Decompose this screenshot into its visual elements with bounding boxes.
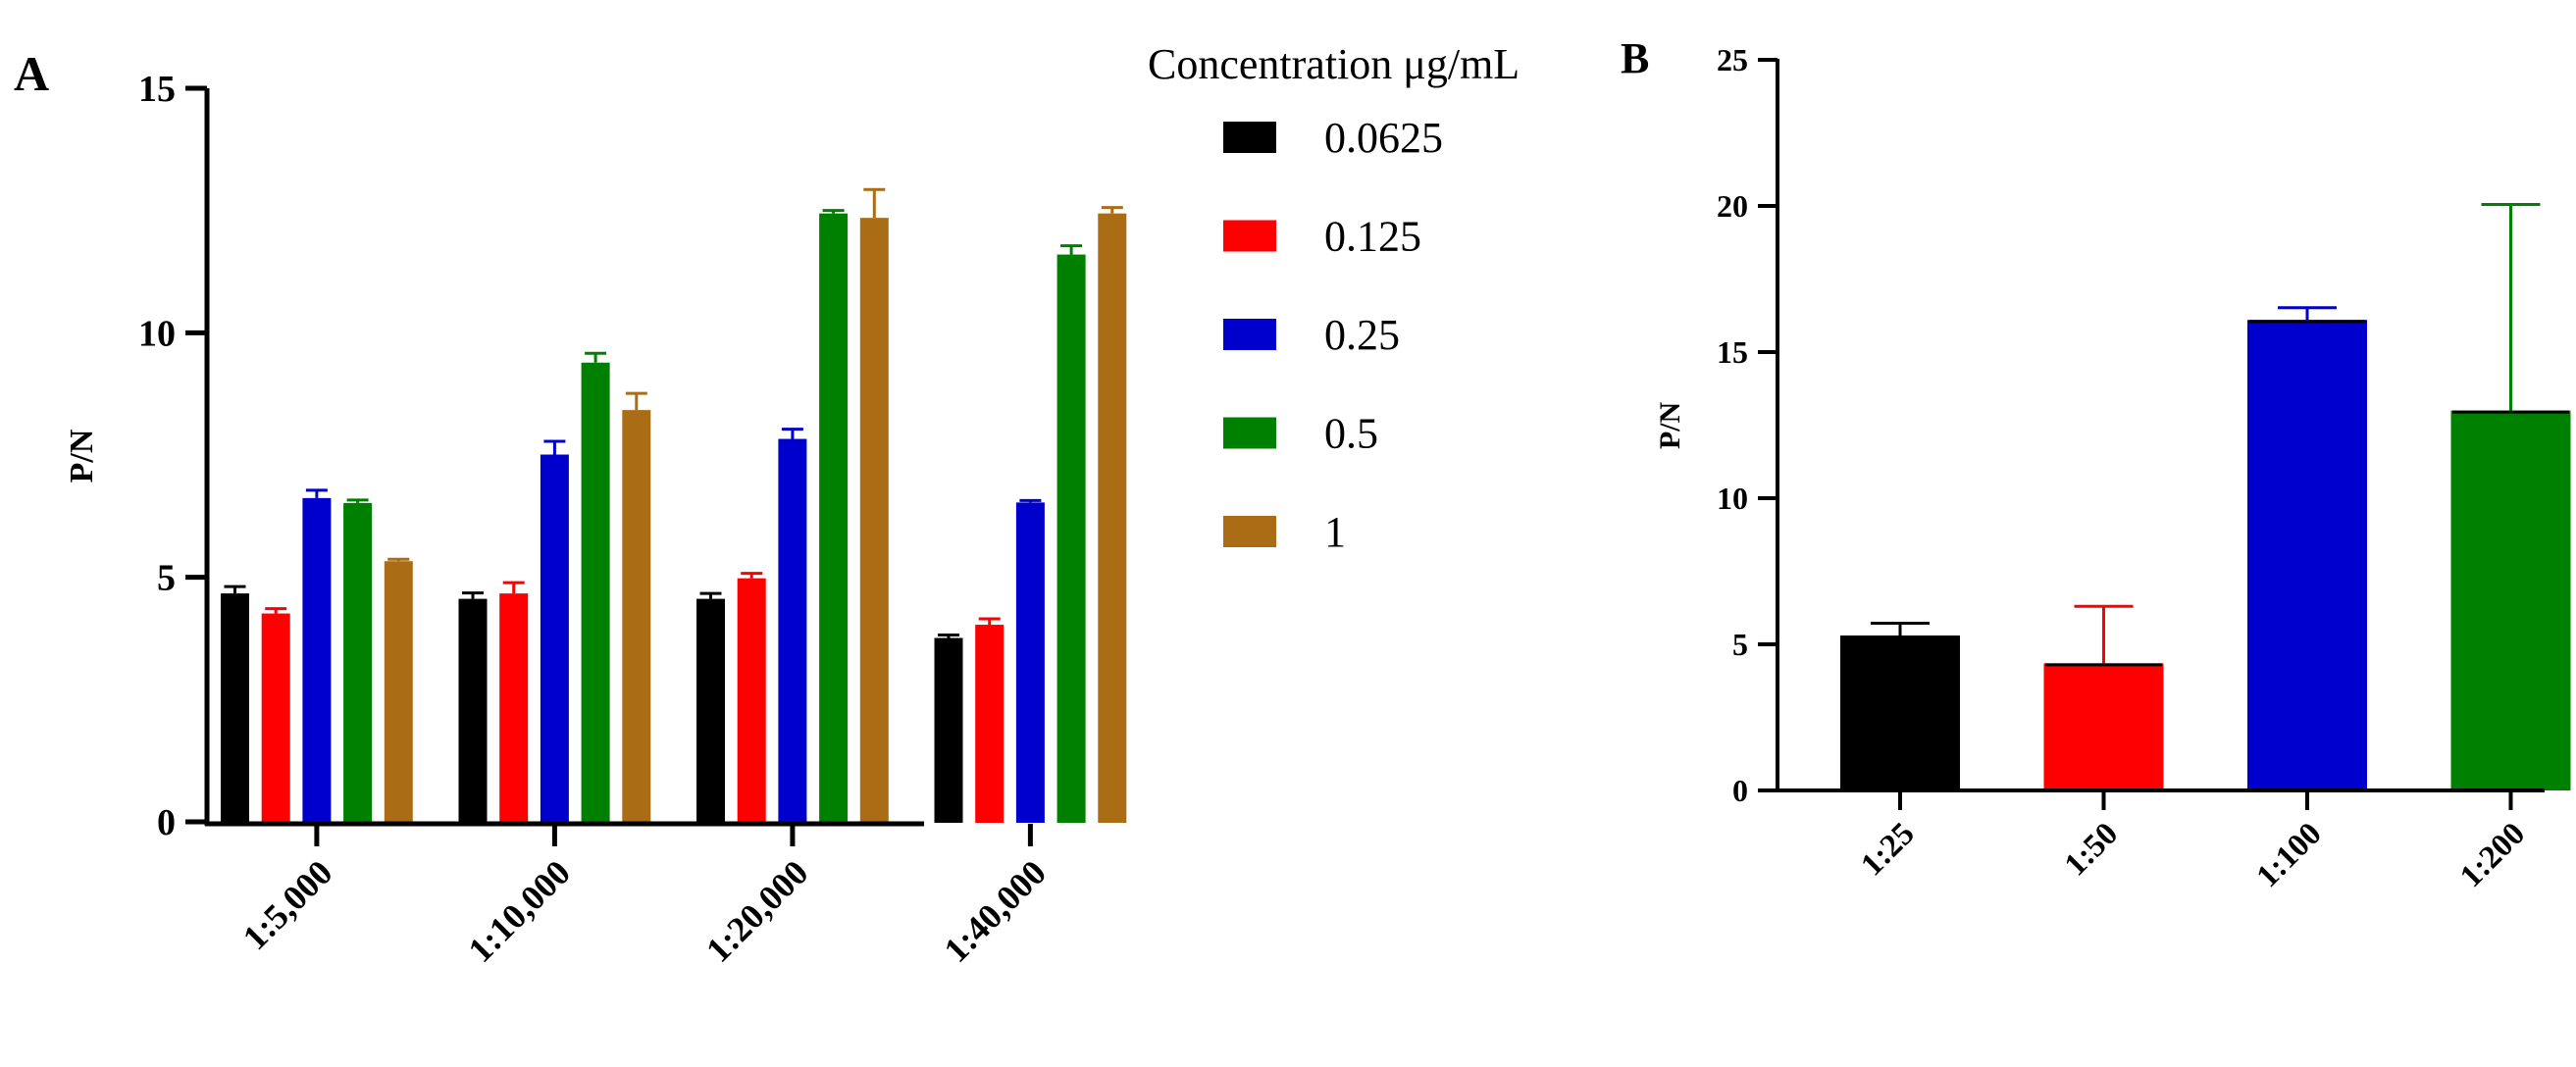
panel-b-y-ticks: 0 5 10 15 20 25 (1717, 42, 1777, 808)
legend-label: 1 (1324, 508, 1346, 556)
legend-swatch (1223, 516, 1276, 547)
panel-b-bar (1840, 635, 1960, 790)
panel-b-y-tick-label: 25 (1717, 42, 1748, 77)
legend-swatch (1223, 122, 1276, 153)
panel-a-bar (540, 454, 569, 823)
panel-a-x-tick-label: 1:5,000 (235, 852, 340, 957)
panel-a-bar (1015, 502, 1045, 823)
panel-b-bars (1840, 320, 2571, 790)
panel-a-bars (221, 213, 1127, 824)
panel-a-x-ticks: 1:5,000 1:10,000 1:20,000 1:40,000 (235, 824, 1054, 970)
panel-b-y-tick-label: 5 (1732, 627, 1748, 662)
panel-a-bar (343, 502, 373, 823)
panel-b-x-ticks: 1:25 1:50 1:100 1:200 (1854, 790, 2532, 894)
panel-a-bar (302, 497, 332, 823)
panel-a-bar (499, 593, 529, 823)
panel-a-error-bars (224, 187, 1123, 638)
panel-b-x-tick-label: 1:50 (2058, 816, 2125, 883)
panel-a-bar (261, 613, 290, 823)
legend-swatch (1223, 417, 1276, 449)
panel-a-bar (458, 598, 488, 823)
panel-a-bar (737, 578, 766, 823)
legend-label: 0.125 (1324, 213, 1421, 261)
panel-a-y-axis-label: P/N (64, 429, 100, 483)
panel-a-bar (778, 438, 807, 823)
panel-b-bar (2247, 320, 2367, 790)
panel-a-bar (1056, 254, 1086, 824)
panel-a-bar (581, 362, 610, 823)
legend-swatch (1223, 220, 1276, 252)
legend: Concentration μg/mL 0.0625 0.125 0.25 0.5 1 (1148, 40, 1520, 556)
panel-a-y-tick-label: 5 (157, 558, 176, 599)
panel-a-x-tick-label: 1:10,000 (461, 852, 579, 970)
panel-a-bar (975, 625, 1005, 823)
panel-b-y-axis-label: P/N (1654, 402, 1686, 450)
panel-b-bar (2043, 663, 2164, 790)
panel-b-bar (2450, 410, 2571, 790)
panel-a-y-ticks: 0 5 10 15 (138, 69, 207, 843)
panel-a-letter: A (14, 46, 49, 101)
panel-a-bar (934, 637, 963, 823)
panel-a-bar (696, 598, 725, 823)
panel-a-bar (384, 561, 413, 823)
panel-a-y-tick-label: 15 (138, 69, 176, 110)
panel-b-x-tick-label: 1:200 (2453, 816, 2532, 894)
panel-a-bar (1098, 213, 1127, 823)
panel-a-bar (221, 593, 249, 823)
panel-a-bar (859, 218, 889, 823)
panel-a-bar (622, 410, 651, 823)
legend-label: 0.5 (1324, 410, 1378, 458)
panel-b-letter: B (1621, 34, 1649, 82)
panel-b-x-tick-label: 1:100 (2250, 816, 2329, 894)
panel-b-x-tick-label: 1:25 (1854, 816, 1921, 883)
panel-a-x-tick-label: 1:40,000 (937, 852, 1055, 970)
legend-title: Concentration μg/mL (1148, 40, 1520, 88)
panel-a-y-tick-label: 10 (138, 313, 176, 354)
panel-b-error-bars (1871, 203, 2541, 664)
panel-a-x-tick-label: 1:20,000 (698, 852, 816, 970)
panel-b-y-tick-label: 10 (1717, 481, 1748, 516)
panel-b-y-tick-label: 0 (1732, 773, 1748, 808)
panel-a-chart: 0 5 10 15 1:5,000 1:10,000 1:20,000 1:40,000 P… (64, 40, 1520, 970)
panel-b-chart: 0 5 10 15 20 25 1:25 1:50 1:100 1:200 P/N (1654, 42, 2571, 894)
panel-b-y-tick-label: 20 (1717, 188, 1748, 224)
legend-swatch (1223, 319, 1276, 350)
legend-label: 0.25 (1324, 311, 1400, 359)
legend-label: 0.0625 (1324, 114, 1443, 162)
panel-a-y-tick-label: 0 (157, 802, 176, 843)
panel-b-y-tick-label: 15 (1717, 334, 1748, 370)
panel-a-bar (819, 213, 849, 823)
